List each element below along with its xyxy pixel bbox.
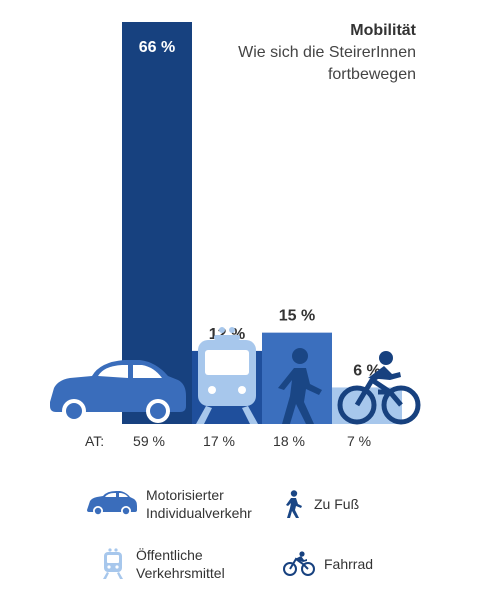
legend-item-bike: Fahrrad [282,544,373,584]
bicycle-icon [282,544,316,584]
cyclist-body [368,366,401,380]
legend-item-car: Motorisierter Individualverkehr [86,484,252,524]
legend-label-bike: Fahrrad [324,556,374,572]
comparison-label: AT: [85,433,104,449]
chart-subtitle: Wie sich die SteirerInnen fortbewegen [238,44,416,83]
comparison-value-4: 7 % [347,433,371,449]
legend-label-car: Motorisierter Individualverkehr [146,487,252,521]
bar-chart: 66 %12 %15 %6 % AT: 59 % 17 % 18 % 7 [50,22,421,449]
pedestrian-icon [278,348,322,424]
comparison-value-2: 17 % [203,433,235,449]
comparison-value-3: 18 % [273,433,305,449]
legend-label-transit: Öffentliche Verkehrsmittel [136,547,225,581]
comparison-value-1: 59 % [133,433,165,449]
chart-header: Mobilität Wie sich die SteirerInnen fort… [206,20,416,86]
chart-title: Mobilität [350,22,416,39]
value-label-3: 15 % [279,308,315,325]
car-icon [86,484,138,524]
pedestrian-icon [282,484,306,524]
bar-1 [122,22,192,424]
train-icon [196,327,258,424]
car-icon [50,360,186,423]
value-label-1: 66 % [139,39,175,56]
train-icon [98,544,128,584]
legend-label-walk: Zu Fuß [314,496,360,512]
cyclist-head [379,351,393,365]
legend-item-walk: Zu Fuß [282,484,359,524]
legend-item-transit: Öffentliche Verkehrsmittel [98,544,225,584]
